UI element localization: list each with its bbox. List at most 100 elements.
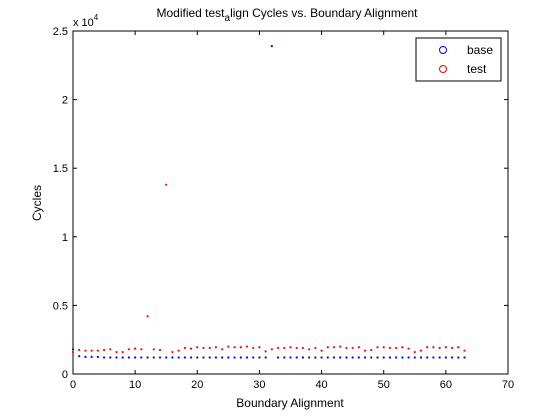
data-point-base: [289, 356, 292, 359]
data-point-test: [426, 346, 429, 349]
data-point-test: [413, 350, 416, 354]
data-point-base: [177, 356, 180, 359]
chart-title-main: Modified test: [156, 6, 225, 20]
legend-label-base: base: [467, 43, 493, 57]
y-tick-label: 1.5: [53, 163, 68, 175]
legend-label-test: test: [467, 62, 487, 76]
y-exponent-power: 4: [94, 13, 99, 22]
data-point-test: [351, 346, 354, 350]
data-point-base: [115, 356, 118, 359]
data-point-test: [289, 346, 292, 349]
data-point-base: [419, 356, 423, 359]
data-point-base: [245, 356, 249, 359]
data-point-base: [308, 356, 311, 359]
y-axis-label: Cycles: [30, 185, 44, 221]
data-point-test: [71, 350, 75, 354]
data-point-base: [320, 356, 323, 359]
x-tick-label: 10: [129, 379, 141, 391]
data-point-test: [407, 347, 410, 350]
data-point-base: [158, 356, 162, 359]
data-point-base: [183, 356, 186, 359]
data-point-base: [165, 356, 168, 359]
x-tick-label: 50: [378, 379, 390, 391]
data-point-test: [227, 345, 230, 348]
data-point-base: [339, 356, 342, 359]
chart-title: Modified testalign Cycles vs. Boundary A…: [156, 6, 418, 24]
data-point-base: [370, 356, 373, 359]
legend-marker-base: [439, 46, 447, 54]
data-point-test: [96, 349, 99, 352]
data-point-base: [102, 356, 106, 359]
data-point-base: [351, 356, 354, 359]
data-point-test: [115, 350, 118, 354]
x-tick-label: 30: [253, 379, 265, 391]
data-point-base: [90, 355, 93, 358]
x-tick-label: 20: [191, 379, 203, 391]
data-point-test: [152, 348, 155, 351]
data-point-base: [295, 356, 298, 359]
data-point-test: [146, 315, 149, 318]
data-point-base: [363, 356, 367, 359]
data-point-test: [320, 349, 323, 352]
data-point-test: [171, 350, 174, 354]
y-tick-label: 1: [62, 232, 68, 244]
data-point-base: [382, 356, 385, 359]
y-tick-label: 2: [62, 95, 68, 107]
data-point-base: [438, 356, 441, 359]
data-point-test: [270, 348, 273, 351]
data-point-test: [233, 346, 236, 349]
data-point-base: [71, 348, 75, 351]
data-point-base: [426, 356, 429, 359]
data-point-base: [171, 356, 174, 359]
data-point-test: [258, 346, 261, 349]
y-exponent-label: x 104: [73, 13, 99, 29]
data-point-test: [326, 346, 329, 349]
data-point-test: [308, 348, 311, 351]
data-point-base: [301, 356, 305, 359]
data-point-test: [177, 349, 180, 352]
data-point-test: [450, 346, 454, 350]
data-point-base: [140, 356, 143, 359]
data-point-test: [165, 183, 168, 186]
data-point-base: [78, 355, 81, 358]
data-point-test: [102, 348, 106, 352]
data-point-test: [121, 350, 124, 354]
data-point-test: [463, 349, 466, 352]
chart-title-subscript: a: [225, 13, 231, 24]
data-point-test: [90, 349, 93, 352]
data-point-base: [196, 356, 199, 359]
data-point-base: [233, 356, 236, 359]
data-point-test: [183, 346, 186, 350]
data-point-test: [363, 349, 367, 352]
data-point-test: [245, 345, 249, 348]
data-point-test: [457, 346, 460, 349]
x-tick-label: 40: [315, 379, 327, 391]
data-point-base: [134, 356, 137, 359]
axis-ticks: 0 10 20 30 40 50 60 70 0 0.5 1 1.5 2 2.5: [53, 26, 514, 391]
data-point-base: [376, 356, 379, 359]
data-point-base: [202, 356, 205, 359]
data-point-test: [376, 346, 379, 349]
chart-title-rest: lign Cycles vs. Boundary Alignment: [230, 6, 418, 20]
data-point-base: [127, 356, 131, 359]
data-point-test: [339, 345, 342, 348]
data-point-base: [109, 356, 112, 359]
data-point-base: [214, 356, 218, 359]
data-point-base: [208, 356, 211, 359]
plot-area: [72, 30, 509, 375]
data-point-test: [158, 348, 162, 352]
data-point-base: [276, 356, 280, 359]
data-point-base: [332, 356, 336, 359]
x-tick-label: 70: [502, 379, 514, 391]
data-point-base: [407, 356, 410, 359]
data-point-test: [140, 348, 143, 351]
data-point-base: [252, 356, 255, 359]
data-point-base: [258, 356, 261, 359]
data-point-base: [413, 356, 416, 359]
x-tick-label: 0: [70, 379, 76, 391]
data-point-test: [196, 346, 199, 349]
y-exponent-base: x 10: [73, 17, 94, 29]
data-point-test: [202, 346, 205, 350]
